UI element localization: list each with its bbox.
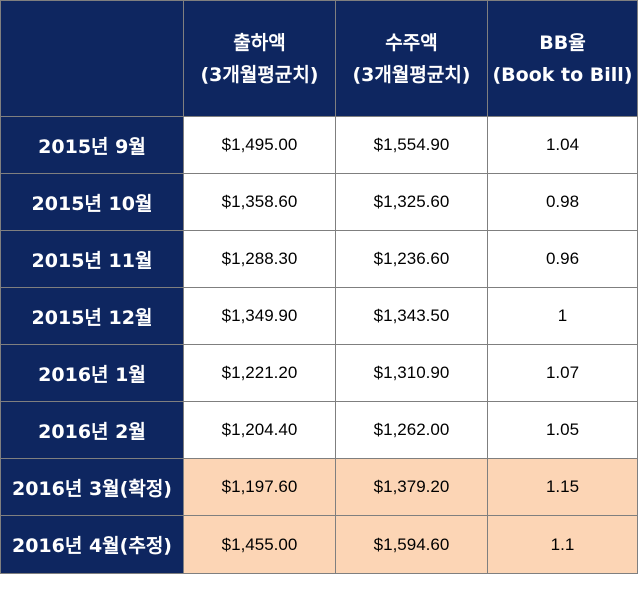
header-bb-ratio: BB율 (Book to Bill) xyxy=(487,0,638,117)
table-row-estimated: 2016년 4월(추정) $1,455.00 $1,594.60 1.1 xyxy=(0,515,638,574)
table-row: 2016년 1월 $1,221.20 $1,310.90 1.07 xyxy=(0,344,638,402)
bb-ratio-cell: 1.07 xyxy=(487,344,638,402)
corner-cell xyxy=(0,0,184,117)
orders-cell: $1,594.60 xyxy=(335,515,488,574)
shipment-cell: $1,349.90 xyxy=(183,287,336,345)
bb-ratio-cell: 1.04 xyxy=(487,116,638,174)
shipment-cell: $1,358.60 xyxy=(183,173,336,231)
shipment-cell: $1,495.00 xyxy=(183,116,336,174)
bb-ratio-table: 출하액 (3개월평균치) 수주액 (3개월평균치) BB율 (Book to B… xyxy=(0,0,638,574)
header-bb-ratio-subtitle: (Book to Bill) xyxy=(492,63,633,86)
bb-ratio-cell: 1 xyxy=(487,287,638,345)
orders-cell: $1,325.60 xyxy=(335,173,488,231)
orders-cell: $1,343.50 xyxy=(335,287,488,345)
bb-ratio-cell: 1.15 xyxy=(487,458,638,516)
orders-cell: $1,310.90 xyxy=(335,344,488,402)
orders-cell: $1,262.00 xyxy=(335,401,488,459)
header-orders-title: 수주액 xyxy=(385,31,438,54)
header-shipment-subtitle: (3개월평균치) xyxy=(200,63,319,86)
bb-ratio-cell: 1.1 xyxy=(487,515,638,574)
row-label: 2015년 11월 xyxy=(0,230,184,288)
header-orders-subtitle: (3개월평균치) xyxy=(352,63,471,86)
row-label: 2016년 4월(추정) xyxy=(0,515,184,574)
shipment-cell: $1,455.00 xyxy=(183,515,336,574)
shipment-cell: $1,197.60 xyxy=(183,458,336,516)
header-orders: 수주액 (3개월평균치) xyxy=(335,0,488,117)
bb-ratio-cell: 1.05 xyxy=(487,401,638,459)
header-shipment: 출하액 (3개월평균치) xyxy=(183,0,336,117)
table-row: 2015년 11월 $1,288.30 $1,236.60 0.96 xyxy=(0,230,638,288)
row-label: 2015년 9월 xyxy=(0,116,184,174)
table-row: 2015년 12월 $1,349.90 $1,343.50 1 xyxy=(0,287,638,345)
row-label: 2016년 2월 xyxy=(0,401,184,459)
table-row: 2015년 9월 $1,495.00 $1,554.90 1.04 xyxy=(0,116,638,174)
header-row: 출하액 (3개월평균치) 수주액 (3개월평균치) BB율 (Book to B… xyxy=(0,0,638,117)
row-label: 2016년 1월 xyxy=(0,344,184,402)
orders-cell: $1,379.20 xyxy=(335,458,488,516)
table-row: 2016년 2월 $1,204.40 $1,262.00 1.05 xyxy=(0,401,638,459)
table-row: 2015년 10월 $1,358.60 $1,325.60 0.98 xyxy=(0,173,638,231)
row-label: 2015년 12월 xyxy=(0,287,184,345)
shipment-cell: $1,288.30 xyxy=(183,230,336,288)
shipment-cell: $1,204.40 xyxy=(183,401,336,459)
bb-ratio-cell: 0.96 xyxy=(487,230,638,288)
orders-cell: $1,554.90 xyxy=(335,116,488,174)
orders-cell: $1,236.60 xyxy=(335,230,488,288)
table-row-confirmed: 2016년 3월(확정) $1,197.60 $1,379.20 1.15 xyxy=(0,458,638,516)
header-shipment-title: 출하액 xyxy=(233,31,286,54)
row-label: 2016년 3월(확정) xyxy=(0,458,184,516)
shipment-cell: $1,221.20 xyxy=(183,344,336,402)
header-bb-ratio-title: BB율 xyxy=(539,31,586,54)
bb-ratio-cell: 0.98 xyxy=(487,173,638,231)
row-label: 2015년 10월 xyxy=(0,173,184,231)
